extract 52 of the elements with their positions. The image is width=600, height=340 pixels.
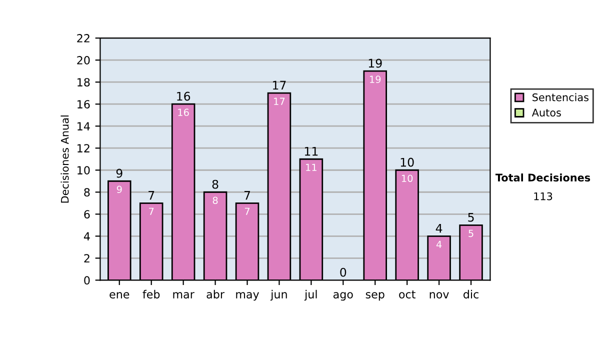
text: 113 — [534, 192, 552, 200]
total-label: 17 — [273, 80, 286, 90]
data-label: 8 — [212, 196, 218, 204]
legend-label: Sentencias — [532, 93, 588, 102]
total-label: 5 — [468, 212, 474, 222]
total-label: 7 — [244, 190, 250, 200]
x-tick-label: ago — [333, 292, 353, 301]
y-tick-label: 2 — [84, 254, 90, 262]
legend-label: Autos — [532, 108, 561, 117]
text: Total Decisiones — [495, 173, 590, 182]
total-label: 7 — [148, 190, 154, 200]
x-tick-label: feb — [142, 290, 160, 298]
y-tick-label: 10 — [78, 166, 90, 175]
y-tick-label: 20 — [77, 56, 90, 64]
y-tick-label: 18 — [78, 78, 90, 86]
y-tick-label: 8 — [84, 188, 90, 197]
y-axis-title: Decisiones Anual — [60, 116, 69, 203]
x-tick-label: abr — [206, 290, 224, 298]
x-tick-label: ene — [110, 292, 130, 298]
y-tick-label: 22 — [77, 34, 90, 42]
y-tick-label: 4 — [84, 232, 90, 240]
x-tick-label: oct — [399, 290, 416, 298]
data-label: 10 — [402, 174, 413, 182]
data-label: 4 — [436, 240, 442, 248]
total-label: 8 — [212, 180, 218, 189]
total-label: 4 — [436, 224, 442, 233]
x-tick-label: nov — [430, 292, 449, 298]
total-label: 9 — [116, 168, 122, 178]
y-tick-label: 12 — [78, 144, 90, 152]
y-tick-label: 16 — [78, 100, 90, 108]
total-label: 19 — [368, 58, 382, 68]
x-tick-label: mar — [173, 292, 194, 298]
data-label: 19 — [370, 76, 381, 84]
data-label: 7 — [149, 208, 154, 215]
data-label: 17 — [274, 98, 285, 105]
data-label: 5 — [468, 230, 474, 238]
x-tick-label: jun — [270, 290, 287, 301]
x-tick-label: may — [236, 292, 260, 301]
data-label: 9 — [116, 186, 122, 194]
x-tick-label: jul — [304, 290, 317, 301]
x-tick-label: dic — [464, 290, 478, 298]
x-tick-label: sep — [366, 292, 384, 301]
data-label: 7 — [244, 208, 250, 215]
data-label: 11 — [306, 164, 316, 171]
y-tick-label: 14 — [78, 122, 90, 130]
total-label: 0 — [340, 268, 346, 277]
y-tick-label: 6 — [84, 210, 90, 219]
y-tick-label: 0 — [84, 276, 90, 285]
data-label: 16 — [178, 108, 189, 116]
total-label: 16 — [177, 92, 190, 101]
total-label: 11 — [304, 146, 318, 156]
total-label: 10 — [400, 158, 414, 167]
